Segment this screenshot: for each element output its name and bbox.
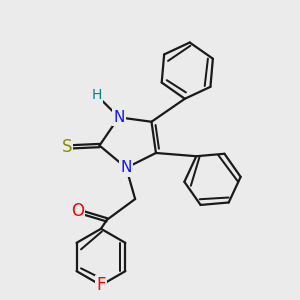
Text: O: O: [71, 202, 84, 220]
Text: N: N: [121, 160, 132, 175]
Text: F: F: [96, 276, 106, 294]
Text: H: H: [91, 88, 102, 102]
Text: N: N: [113, 110, 124, 125]
Text: S: S: [61, 138, 72, 156]
